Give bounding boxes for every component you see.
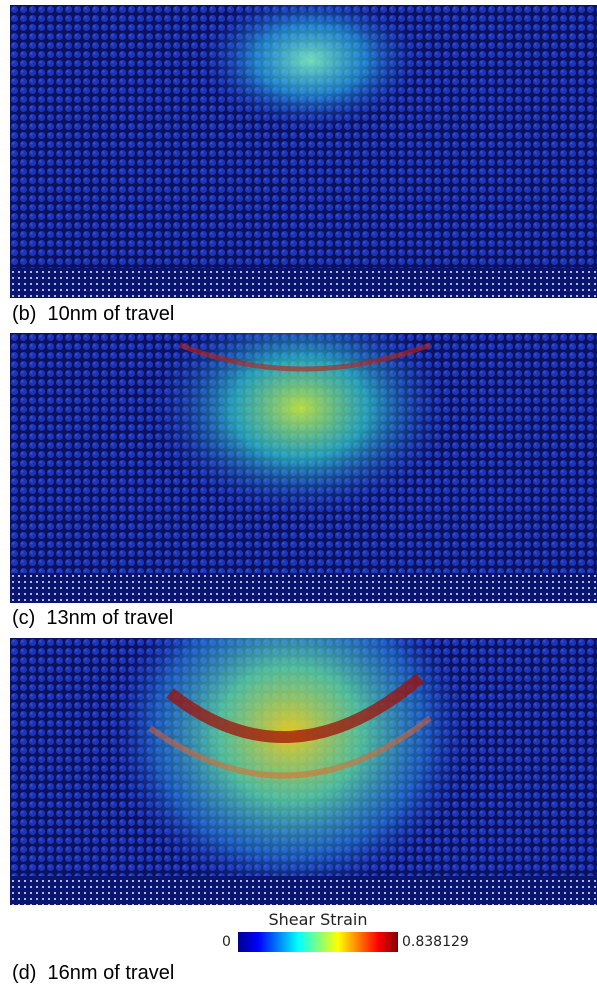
caption: (b) 10nm of travel (12, 303, 175, 325)
caption: (c) 13nm of travel (12, 607, 174, 629)
simulation-panel (10, 5, 597, 298)
shear-band (179, 342, 431, 372)
colorbar (238, 932, 398, 952)
strain-zone (200, 5, 420, 130)
colorbar-gradient (238, 932, 398, 952)
shear-band (148, 715, 432, 779)
caption: (d) 16nm of travel (12, 962, 175, 984)
colorbar-max: 0.838129 (402, 934, 469, 950)
substrate (10, 876, 597, 905)
shear-band (166, 673, 424, 743)
colorbar-title: Shear Strain (268, 910, 368, 929)
substrate (10, 268, 597, 298)
simulation-panel (10, 333, 597, 603)
strain-zone (150, 333, 450, 518)
colorbar-min: 0 (222, 934, 231, 950)
simulation-panel (10, 638, 597, 905)
substrate (10, 573, 597, 603)
